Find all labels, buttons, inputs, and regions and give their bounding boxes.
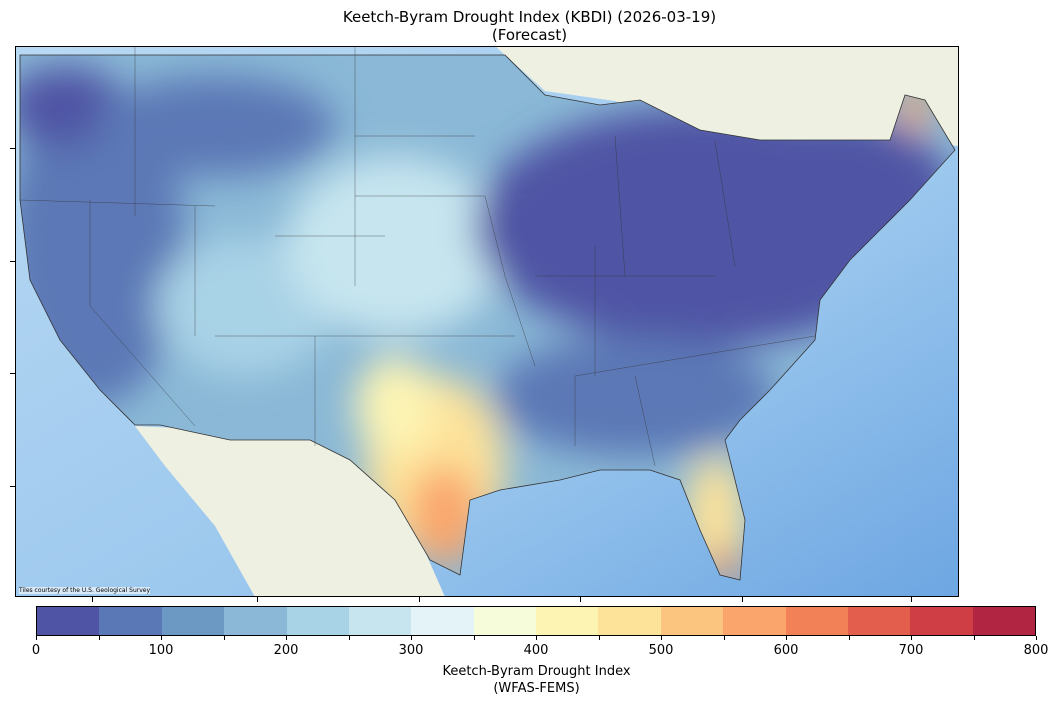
chart-subtitle: (Forecast) (491, 26, 568, 44)
colorbar-tick-label: 400 (523, 643, 549, 658)
colorbar-bin (847, 607, 911, 635)
colorbar-minor-tick (786, 636, 787, 640)
colorbar-tick-label: 300 (398, 643, 424, 658)
colorbar-tick-label: 200 (273, 643, 299, 658)
colorbar-bin (224, 607, 287, 635)
colorbar-bin (598, 607, 661, 635)
colorbar-bin (972, 607, 1035, 635)
colorbar-minor-tick (348, 636, 350, 640)
colorbar-minor-tick (661, 636, 662, 640)
colorbar-bin (286, 607, 349, 635)
colorbar-tick-label: 600 (773, 643, 799, 658)
colorbar-bin (473, 607, 536, 635)
colorbar-bin (536, 607, 599, 635)
colorbar-bin (411, 607, 474, 635)
colorbar-minor-tick (36, 636, 37, 640)
colorbar-minor-tick (598, 636, 600, 640)
colorbar-minor-tick (411, 636, 412, 640)
y-tick (10, 486, 15, 487)
state-borders (19, 46, 816, 467)
canada-land (495, 46, 959, 146)
colorbar-minor-tick (723, 636, 725, 640)
colorbar-minor-tick (223, 636, 225, 640)
y-tick (10, 261, 15, 262)
map-frame (15, 46, 959, 597)
x-tick (911, 597, 912, 602)
colorbar-bin (348, 607, 412, 635)
y-tick (10, 148, 15, 149)
colorbar-bin (37, 607, 100, 635)
colorbar-tick-label: 500 (648, 643, 674, 658)
kbdi-map (15, 46, 959, 597)
colorbar-minor-tick (286, 636, 287, 640)
colorbar-minor-tick (848, 636, 850, 640)
colorbar-bin (99, 607, 162, 635)
x-tick (92, 597, 93, 602)
colorbar-bin (723, 607, 786, 635)
colorbar-label-units: (WFAS-FEMS) (493, 681, 580, 696)
colorbar-minor-tick (536, 636, 537, 640)
colorbar-minor-tick (911, 636, 912, 640)
colorbar-tick-label: 800 (1023, 643, 1049, 658)
colorbar-minor-tick (473, 636, 475, 640)
y-tick (10, 373, 15, 374)
colorbar-minor-tick (98, 636, 100, 640)
x-tick (742, 597, 743, 602)
colorbar-label: Keetch-Byram Drought Index (442, 664, 631, 679)
colorbar-bin (660, 607, 724, 635)
colorbar-tick-label: 100 (148, 643, 174, 658)
colorbar-bin (785, 607, 848, 635)
colorbar-minor-tick (973, 636, 975, 640)
colorbar-tick-label: 0 (31, 643, 41, 658)
map-attribution: Tiles courtesy of the U.S. Geological Su… (19, 587, 151, 594)
colorbar-minor-tick (1036, 636, 1037, 640)
x-tick (257, 597, 258, 602)
colorbar (36, 606, 1036, 636)
x-tick (419, 597, 420, 602)
x-tick (580, 597, 581, 602)
colorbar-minor-tick (161, 636, 162, 640)
colorbar-bin (161, 607, 225, 635)
colorbar-bin (910, 607, 973, 635)
colorbar-tick-label: 700 (898, 643, 924, 658)
chart-title: Keetch-Byram Drought Index (KBDI) (2026-… (342, 8, 717, 26)
